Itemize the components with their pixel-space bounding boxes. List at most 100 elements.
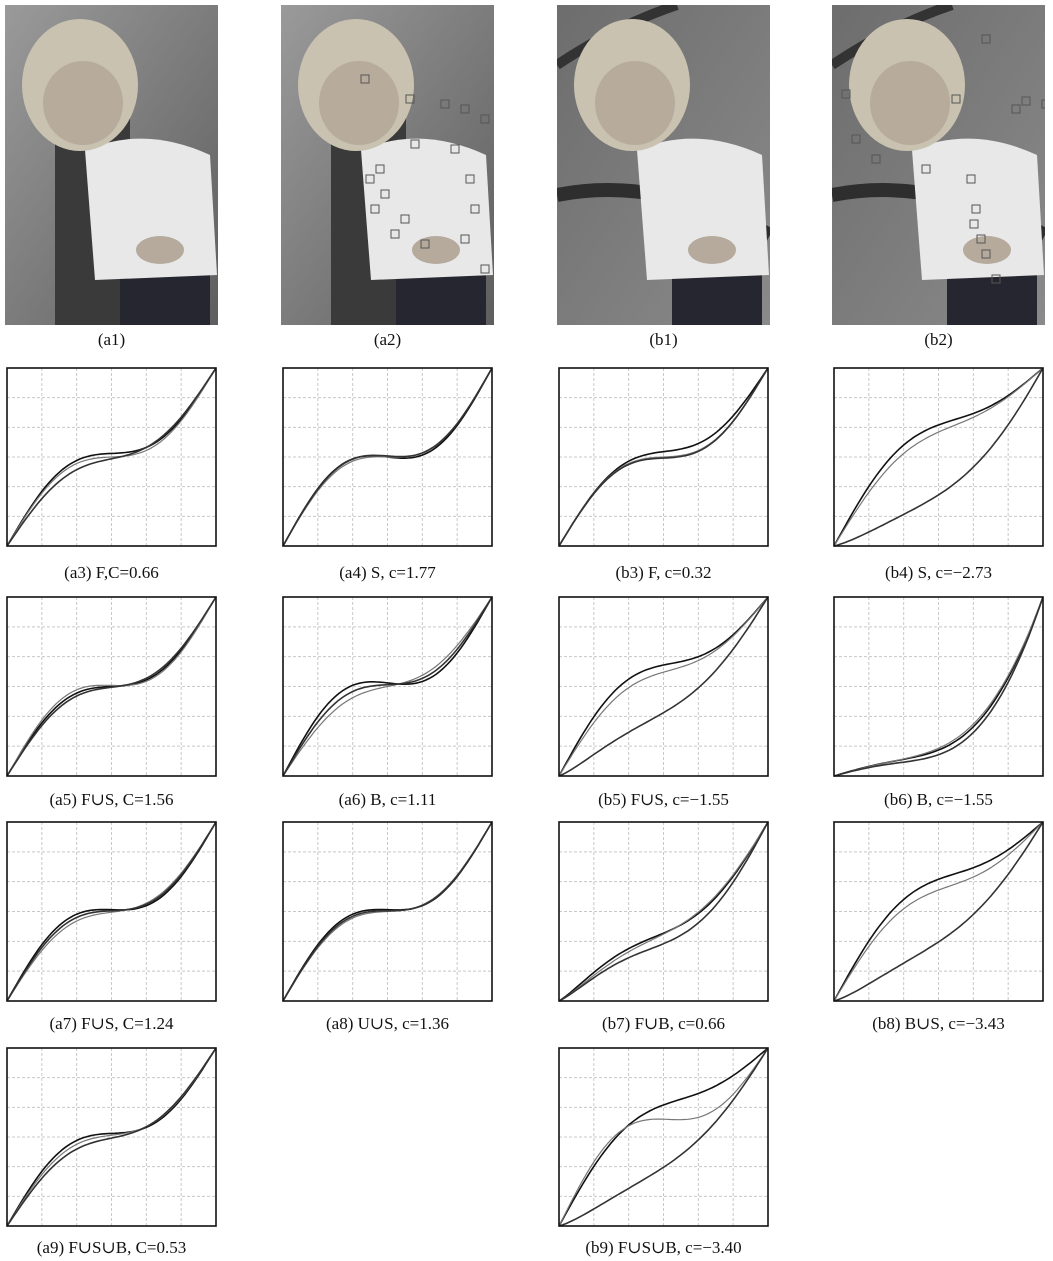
curve [558, 1047, 769, 1227]
curve [833, 367, 1044, 547]
caption: (b1) [649, 330, 678, 349]
photo [832, 5, 1045, 325]
feature-box [370, 204, 380, 214]
caption: (a9) F∪S∪B, C=0.53 [36, 1238, 187, 1257]
curve [558, 821, 769, 1002]
caption: (a1) [97, 330, 126, 349]
hands [412, 236, 460, 264]
feature-box [976, 234, 986, 244]
curve [558, 821, 769, 1002]
curve [6, 367, 217, 547]
plot-frame [558, 596, 769, 777]
curve-plot [282, 367, 493, 547]
curve-plot [833, 367, 1044, 547]
shirt [361, 138, 493, 280]
hands [136, 236, 184, 264]
curve [833, 367, 1044, 547]
face [319, 61, 399, 145]
face [43, 61, 123, 145]
curve [558, 596, 769, 777]
caption: (a2) [373, 330, 402, 349]
feature-box [981, 249, 991, 259]
shirt [85, 138, 217, 280]
plot-frame [282, 596, 493, 777]
caption: (b2) [924, 330, 953, 349]
caption: (b8) B∪S, c=−3.43 [872, 1014, 1005, 1033]
curve-plot [6, 1047, 217, 1227]
curve [833, 821, 1044, 1002]
curve [6, 596, 217, 777]
hands [688, 236, 736, 264]
feature-box [991, 274, 1001, 284]
feature-box [971, 204, 981, 214]
plot-frame [6, 367, 217, 547]
feature-box [440, 99, 450, 109]
curve-plot [558, 367, 769, 547]
feature-box [380, 189, 390, 199]
curve-plot [833, 821, 1044, 1002]
shirt [637, 138, 769, 280]
feature-box [375, 164, 385, 174]
curve [833, 821, 1044, 1002]
curve [558, 596, 769, 777]
curve [558, 596, 769, 777]
curve-plot [282, 821, 493, 1002]
curve [833, 596, 1044, 777]
feature-box [390, 229, 400, 239]
feature-box [841, 89, 851, 99]
curve-plot [6, 821, 217, 1002]
feature-box [470, 204, 480, 214]
feature-box [969, 219, 979, 229]
feature-box [966, 174, 976, 184]
curve-plot [558, 821, 769, 1002]
plot-frame [833, 367, 1044, 547]
feature-box [450, 144, 460, 154]
feature-box [410, 139, 420, 149]
caption: (b4) S, c=−2.73 [885, 563, 992, 582]
caption: (a3) F,C=0.66 [64, 563, 159, 582]
curve [833, 821, 1044, 1002]
plot-frame [833, 596, 1044, 777]
plot-frame [282, 367, 493, 547]
feature-box [480, 114, 490, 124]
feature-box [360, 74, 370, 84]
plot-frame [558, 1047, 769, 1227]
feature-box [460, 234, 470, 244]
face [595, 61, 675, 145]
curve [558, 1047, 769, 1227]
caption: (b6) B, c=−1.55 [884, 790, 993, 809]
curve-plot [282, 596, 493, 777]
plot-frame [558, 367, 769, 547]
feature-box [405, 94, 415, 104]
caption: (b3) F, c=0.32 [615, 563, 712, 582]
feature-box [480, 264, 490, 274]
curve [833, 367, 1044, 547]
curve [6, 367, 217, 547]
plot-frame [282, 821, 493, 1002]
curve [833, 596, 1044, 777]
curve [6, 596, 217, 777]
plot-frame [6, 1047, 217, 1227]
curve-plot [833, 596, 1044, 777]
feature-box [365, 174, 375, 184]
curve [6, 821, 217, 1002]
curve [6, 821, 217, 1002]
feature-box [1011, 104, 1021, 114]
caption: (a6) B, c=1.11 [338, 790, 437, 809]
feature-box [981, 34, 991, 44]
curve [6, 1047, 217, 1227]
curve-plot [6, 367, 217, 547]
curve-plot [6, 596, 217, 777]
photo [5, 5, 218, 325]
curve [6, 1047, 217, 1227]
caption: (a7) F∪S, C=1.24 [49, 1014, 174, 1033]
caption: (b9) F∪S∪B, c=−3.40 [585, 1238, 742, 1257]
curve-plot [558, 1047, 769, 1227]
feature-box [460, 104, 470, 114]
curve [558, 1047, 769, 1227]
shirt [912, 138, 1044, 280]
curve [558, 821, 769, 1002]
curve [282, 596, 493, 777]
feature-box [465, 174, 475, 184]
